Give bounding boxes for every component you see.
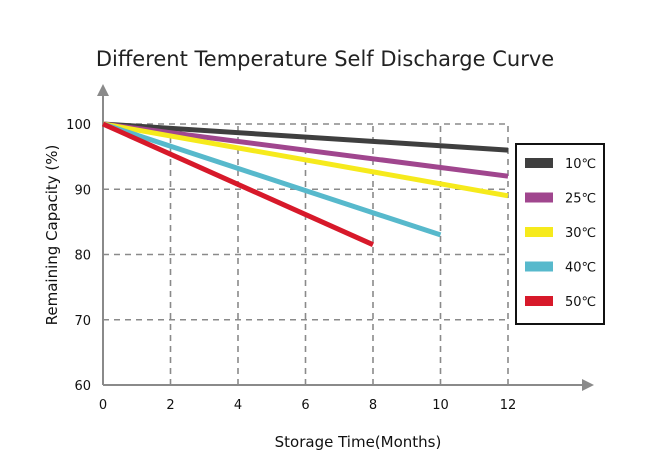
legend: 10℃ 25℃ 30℃ 40℃ 50℃ [515,143,605,325]
x-tick-label: 0 [99,398,107,413]
x-tick-labels: 0 2 4 6 8 10 12 [99,398,516,413]
x-tick-label: 10 [432,398,449,413]
legend-label: 10℃ [565,157,596,172]
legend-swatch [525,192,553,203]
y-tick-label: 100 [66,118,91,133]
series-line-4 [102,121,442,238]
y-tick-label: 70 [74,314,91,329]
y-axis-label: Remaining Capacity (%) [43,145,61,326]
x-tick-label: 6 [301,398,309,413]
y-tick-label: 60 [74,379,91,394]
legend-swatch [525,261,553,272]
x-tick-label: 4 [234,398,242,413]
x-axis-label: Storage Time(Months) [275,433,442,451]
y-tick-label: 80 [74,249,91,264]
y-tick-label: 90 [74,183,91,198]
series-line-1 [102,121,509,153]
legend-label: 25℃ [565,192,596,207]
legend-label: 30℃ [565,226,596,241]
chart-title: Different Temperature Self Discharge Cur… [96,47,554,71]
legend-swatch [525,296,553,306]
x-tick-label: 12 [500,398,517,413]
series-lines [101,121,509,247]
x-tick-label: 8 [369,398,377,413]
legend-label: 50℃ [565,295,596,310]
legend-label: 40℃ [565,261,596,276]
x-tick-label: 2 [166,398,174,413]
series-line-5 [101,121,375,247]
legend-swatch [525,227,553,237]
y-tick-labels: 60 70 80 90 100 [66,118,91,394]
legend-swatch [525,158,553,168]
grid [103,123,509,385]
series-line-3 [102,121,509,199]
series-line-2 [102,121,509,179]
